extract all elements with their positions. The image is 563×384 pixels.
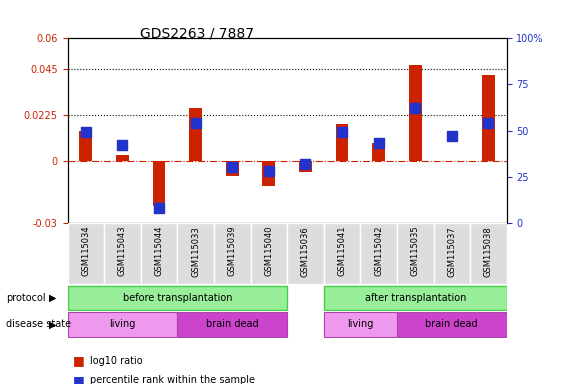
Text: protocol: protocol [6, 293, 45, 303]
FancyBboxPatch shape [324, 286, 507, 310]
Point [301, 161, 310, 167]
Text: GSM115035: GSM115035 [411, 226, 419, 276]
Point [447, 133, 456, 139]
Point [411, 105, 420, 111]
FancyBboxPatch shape [470, 223, 507, 284]
Text: ▶: ▶ [49, 293, 56, 303]
Point [484, 120, 493, 126]
Text: living: living [109, 319, 136, 329]
Point [81, 129, 90, 136]
Text: GSM115044: GSM115044 [155, 226, 163, 276]
FancyBboxPatch shape [397, 223, 434, 284]
Bar [79, 131, 92, 161]
Point [118, 142, 127, 148]
Text: GSM115038: GSM115038 [484, 226, 493, 276]
FancyBboxPatch shape [251, 223, 287, 284]
Point [374, 141, 383, 147]
Bar [116, 155, 129, 161]
Text: ■: ■ [73, 374, 85, 384]
Bar [299, 161, 312, 172]
Text: GSM115041: GSM115041 [338, 226, 346, 276]
Bar [153, 161, 166, 206]
Text: GSM115043: GSM115043 [118, 226, 127, 276]
Text: GSM115039: GSM115039 [228, 226, 236, 276]
FancyBboxPatch shape [68, 313, 177, 336]
Bar [336, 124, 348, 161]
Text: ■: ■ [73, 354, 85, 367]
Text: brain dead: brain dead [206, 319, 258, 329]
FancyBboxPatch shape [177, 223, 214, 284]
Text: GSM115042: GSM115042 [374, 226, 383, 276]
Point [338, 129, 347, 136]
Bar [226, 161, 239, 175]
FancyBboxPatch shape [68, 223, 104, 284]
Text: disease state: disease state [6, 319, 71, 329]
Bar [262, 161, 275, 186]
FancyBboxPatch shape [141, 223, 177, 284]
Text: log10 ratio: log10 ratio [90, 356, 142, 366]
Bar [482, 75, 495, 161]
Text: GSM115037: GSM115037 [448, 226, 456, 276]
Text: GSM115040: GSM115040 [265, 226, 273, 276]
FancyBboxPatch shape [104, 223, 141, 284]
Point [227, 164, 237, 170]
Bar [409, 65, 422, 161]
Point [265, 168, 274, 174]
Point [191, 120, 200, 126]
FancyBboxPatch shape [177, 313, 287, 336]
FancyBboxPatch shape [434, 223, 470, 284]
Bar [372, 143, 385, 161]
FancyBboxPatch shape [324, 223, 360, 284]
FancyBboxPatch shape [360, 223, 397, 284]
Bar [189, 108, 202, 161]
FancyBboxPatch shape [324, 313, 397, 336]
FancyBboxPatch shape [287, 223, 324, 284]
Text: GSM115033: GSM115033 [191, 226, 200, 276]
FancyBboxPatch shape [68, 286, 287, 310]
FancyBboxPatch shape [214, 223, 251, 284]
Text: living: living [347, 319, 373, 329]
Text: brain dead: brain dead [426, 319, 478, 329]
Text: GDS2263 / 7887: GDS2263 / 7887 [140, 27, 254, 41]
Text: after transplantation: after transplantation [364, 293, 466, 303]
Text: GSM115036: GSM115036 [301, 226, 310, 276]
Point [154, 205, 164, 211]
Text: ▶: ▶ [49, 319, 56, 329]
FancyBboxPatch shape [397, 313, 507, 336]
Text: percentile rank within the sample: percentile rank within the sample [90, 375, 255, 384]
Text: before transplantation: before transplantation [123, 293, 232, 303]
Text: GSM115034: GSM115034 [82, 226, 90, 276]
